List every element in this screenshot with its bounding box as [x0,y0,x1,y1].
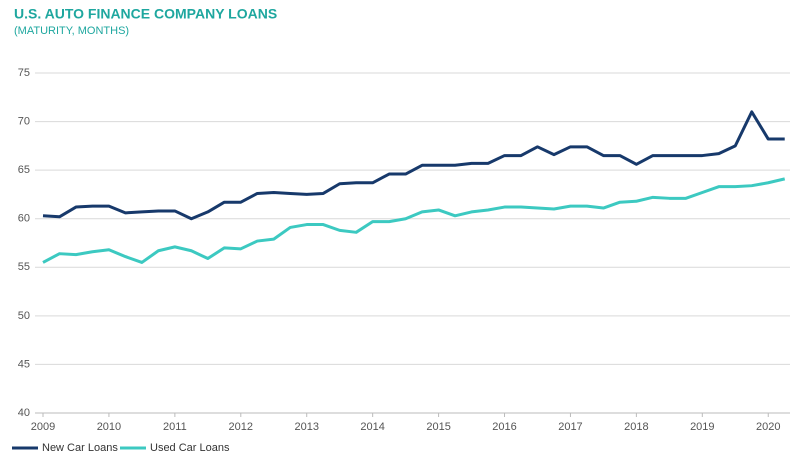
x-tick-label: 2013 [294,421,318,433]
x-tick-label: 2015 [426,421,450,433]
y-tick-label: 60 [18,213,30,225]
x-tick-label: 2017 [558,421,582,433]
y-tick-label: 55 [18,261,30,273]
y-tick-label: 75 [18,67,30,79]
x-tick-label: 2020 [756,421,780,433]
y-tick-label: 50 [18,310,30,322]
legend-label: Used Car Loans [150,442,230,454]
x-tick-label: 2009 [31,421,55,433]
x-tick-label: 2014 [360,421,384,433]
x-tick-label: 2011 [163,421,187,433]
chart-title: U.S. AUTO FINANCE COMPANY LOANS [14,6,277,22]
series-line [42,110,785,221]
x-tick-label: 2016 [492,421,516,433]
x-tick-label: 2018 [624,421,648,433]
series-line [42,177,786,264]
y-tick-label: 45 [18,358,30,370]
x-tick-label: 2010 [97,421,121,433]
y-tick-label: 65 [18,164,30,176]
x-tick-label: 2012 [229,421,253,433]
legend-label: New Car Loans [42,442,118,454]
x-tick-label: 2019 [690,421,714,433]
y-tick-label: 70 [18,115,30,127]
y-tick-label: 40 [18,407,30,419]
chart-subtitle: (MATURITY, MONTHS) [14,25,129,37]
